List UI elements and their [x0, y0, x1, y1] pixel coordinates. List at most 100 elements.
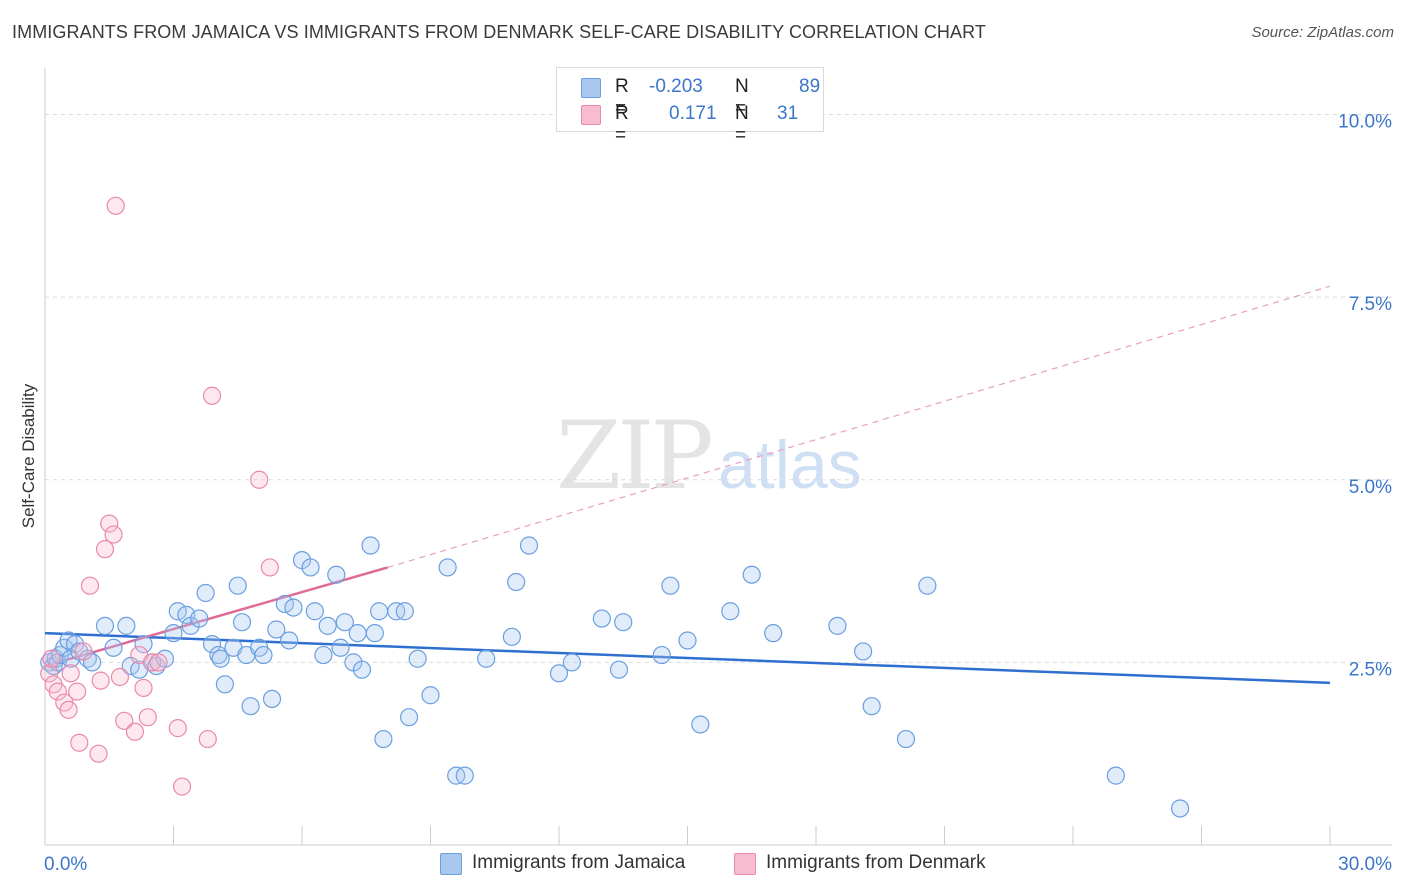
tick-labels: 2.5% 5.0% 7.5% 10.0% 0.0% 30.0% — [44, 112, 1392, 875]
point-jamaica-29 — [211, 649, 230, 668]
gridlines — [45, 114, 1392, 663]
watermark-zip: ZIP — [556, 402, 710, 511]
point-jamaica-73 — [609, 660, 629, 679]
trend-extension-denmark — [387, 285, 1331, 568]
point-denmark-24 — [168, 719, 187, 738]
point-jamaica-83 — [854, 642, 873, 661]
point-denmark-10 — [80, 576, 100, 595]
point-denmark-26 — [198, 729, 217, 749]
point-jamaica-26 — [196, 583, 215, 603]
point-jamaica-84 — [862, 697, 881, 716]
point-jamaica-75 — [652, 645, 671, 665]
point-denmark-3 — [48, 682, 67, 701]
point-jamaica-60 — [399, 708, 419, 727]
point-jamaica-32 — [228, 576, 247, 595]
point-jamaica-47 — [318, 616, 337, 635]
point-denmark-0 — [40, 664, 59, 683]
point-jamaica-30 — [215, 675, 234, 694]
point-denmark-5 — [59, 700, 78, 719]
point-jamaica-67 — [502, 627, 521, 646]
x-tick-label-min: 0.0% — [44, 854, 87, 875]
point-jamaica-54 — [361, 536, 380, 555]
point-jamaica-38 — [262, 689, 282, 709]
legend-swatch-jamaica — [440, 853, 462, 875]
point-denmark-28 — [250, 470, 269, 489]
point-jamaica-65 — [455, 766, 474, 785]
point-jamaica-63 — [438, 558, 457, 577]
axes — [44, 68, 1392, 846]
trend-lines — [44, 285, 1331, 685]
point-jamaica-70 — [549, 664, 569, 683]
point-jamaica-46 — [314, 645, 333, 665]
point-jamaica-85 — [896, 729, 916, 749]
watermark: ZIP atlas — [556, 402, 862, 511]
point-jamaica-41 — [280, 631, 299, 650]
point-denmark-27 — [202, 386, 222, 405]
point-jamaica-79 — [721, 602, 740, 621]
point-jamaica-72 — [592, 609, 611, 628]
point-jamaica-45 — [305, 602, 324, 621]
legend-correlation: R = -0.203 N = 89 R = 0.171 N = 31 — [556, 67, 824, 146]
point-jamaica-69 — [519, 536, 539, 555]
point-jamaica-81 — [764, 624, 783, 643]
point-jamaica-86 — [918, 576, 937, 595]
point-denmark-7 — [68, 682, 87, 701]
r-label: R = — [615, 103, 629, 146]
point-denmark-14 — [100, 514, 119, 533]
legend-swatch-denmark — [581, 105, 601, 125]
point-jamaica-68 — [507, 572, 526, 592]
point-jamaica-21 — [164, 624, 183, 643]
point-jamaica-48 — [327, 565, 346, 584]
point-denmark-8 — [70, 733, 89, 752]
point-jamaica-14 — [117, 616, 136, 635]
point-jamaica-13 — [104, 638, 123, 657]
point-jamaica-61 — [408, 649, 427, 668]
point-jamaica-12 — [95, 616, 115, 635]
point-jamaica-82 — [828, 616, 847, 635]
y-axis-label: Self-Care Disability — [19, 383, 38, 528]
point-jamaica-66 — [477, 649, 496, 668]
point-jamaica-62 — [421, 686, 440, 705]
x-tick-label-max: 30.0% — [1338, 854, 1392, 875]
legend-label-denmark: Immigrants from Denmark — [766, 852, 986, 873]
legend-swatch-denmark — [734, 853, 756, 875]
n-label: N = — [735, 103, 749, 146]
point-denmark-17 — [115, 711, 134, 730]
point-jamaica-35 — [241, 697, 260, 716]
point-jamaica-17 — [134, 635, 153, 654]
point-denmark-1 — [42, 649, 61, 668]
point-denmark-23 — [149, 653, 168, 672]
point-jamaica-59 — [395, 602, 414, 621]
point-jamaica-52 — [348, 624, 367, 643]
point-denmark-29 — [260, 558, 279, 577]
legend-swatch-jamaica — [581, 78, 601, 98]
point-jamaica-76 — [661, 576, 680, 595]
r-label: R = — [615, 76, 629, 119]
point-jamaica-49 — [331, 638, 350, 657]
n-value-jamaica: 89 — [799, 76, 821, 97]
point-jamaica-74 — [614, 613, 633, 632]
r-value-denmark: 0.171 — [669, 103, 717, 124]
point-denmark-18 — [125, 722, 145, 741]
point-jamaica-87 — [1106, 766, 1125, 785]
n-value-denmark: 31 — [777, 103, 799, 124]
point-denmark-30 — [106, 196, 125, 215]
chart-title: IMMIGRANTS FROM JAMAICA VS IMMIGRANTS FR… — [12, 22, 986, 42]
point-denmark-11 — [89, 744, 108, 763]
r-value-jamaica: -0.203 — [649, 76, 703, 97]
point-denmark-9 — [74, 642, 93, 661]
trend-line-jamaica — [44, 631, 1331, 685]
point-denmark-6 — [61, 664, 80, 683]
point-jamaica-77 — [678, 631, 697, 650]
n-label: N = — [735, 76, 749, 119]
y-tick-label-0: 2.5% — [1349, 659, 1392, 680]
y-tick-label-1: 5.0% — [1349, 477, 1392, 498]
point-jamaica-53 — [352, 660, 372, 679]
legend-label-jamaica: Immigrants from Jamaica — [472, 852, 686, 873]
point-jamaica-25 — [190, 609, 209, 628]
point-jamaica-39 — [267, 620, 286, 639]
point-jamaica-88 — [1170, 799, 1190, 818]
point-jamaica-78 — [691, 715, 710, 734]
point-jamaica-42 — [284, 598, 303, 617]
point-jamaica-44 — [301, 558, 320, 577]
